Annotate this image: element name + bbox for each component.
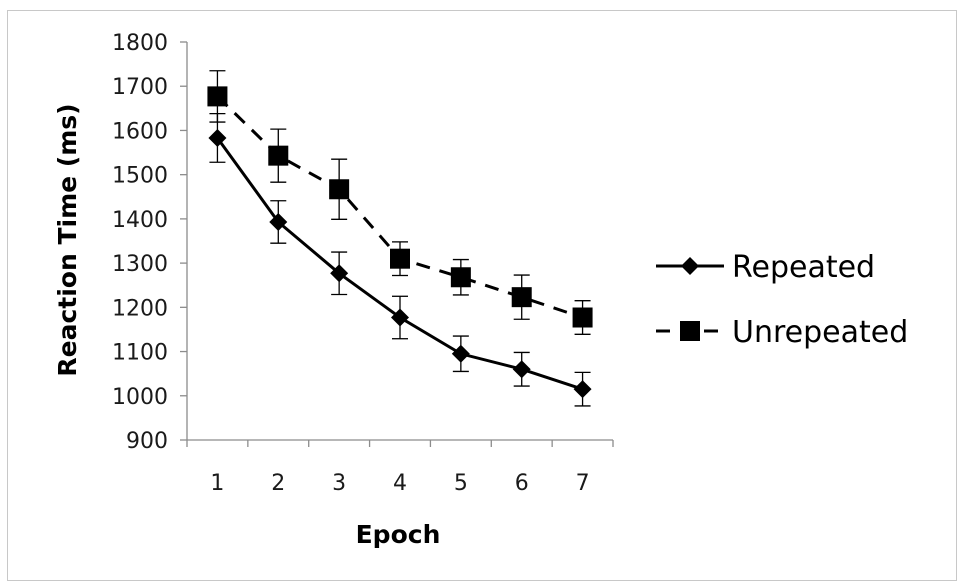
y-tick-labels: 900 1000 1100 1200 1300 1400 1500 1600 1700 1800: [112, 31, 168, 454]
legend-label: Repeated: [732, 250, 875, 285]
series-unrepeated: [207, 70, 593, 335]
series-layer: [207, 70, 593, 407]
y-axis-title: Reaction Time (ms): [53, 103, 82, 376]
y-tick-label: 1000: [112, 385, 168, 410]
y-tick-label: 1300: [112, 252, 168, 277]
data-point-diamond: [391, 308, 409, 327]
chart-frame: [7, 10, 957, 581]
data-point-diamond: [269, 212, 288, 231]
data-point-square: [329, 179, 350, 200]
x-tick-label: 4: [393, 471, 407, 496]
data-point-square: [572, 307, 593, 328]
y-tick-label: 1200: [112, 296, 168, 321]
y-tick-label: 1600: [112, 119, 168, 144]
legend-label: Unrepeated: [732, 315, 908, 350]
axes: [180, 41, 614, 447]
y-tick-label: 1800: [112, 31, 168, 56]
legend: Repeated Unrepeated: [656, 250, 908, 350]
data-point-square: [390, 248, 410, 269]
data-point-diamond: [451, 344, 470, 363]
series-repeated: [208, 112, 592, 407]
x-tick-label: 2: [271, 471, 285, 496]
legend-entry-repeated: Repeated: [656, 250, 875, 285]
x-tick-label: 7: [576, 471, 590, 496]
x-tick-label: 5: [454, 471, 468, 496]
data-point-diamond: [512, 360, 531, 379]
y-tick-label: 1500: [112, 164, 168, 189]
x-tick-label: 6: [515, 471, 529, 496]
legend-entry-unrepeated: Unrepeated: [656, 315, 908, 350]
x-tick-label: 1: [210, 471, 224, 496]
data-point-square: [268, 145, 289, 166]
data-point-square: [207, 86, 228, 107]
y-tick-label: 1400: [112, 208, 168, 233]
data-point-diamond: [330, 264, 349, 283]
x-tick-labels: 1 2 3 4 5 6 7: [210, 471, 589, 496]
y-tick-label: 1700: [112, 75, 168, 100]
x-tick-label: 3: [332, 471, 346, 496]
legend-marker-diamond: [681, 257, 699, 275]
y-tick-label: 1100: [112, 341, 168, 366]
x-axis-title: Epoch: [356, 520, 441, 549]
data-point-square: [511, 287, 532, 308]
y-tick-label: 900: [126, 429, 168, 454]
data-point-square: [450, 267, 471, 288]
legend-marker-square: [680, 321, 700, 341]
data-point-diamond: [573, 380, 592, 399]
data-point-diamond: [208, 128, 227, 147]
